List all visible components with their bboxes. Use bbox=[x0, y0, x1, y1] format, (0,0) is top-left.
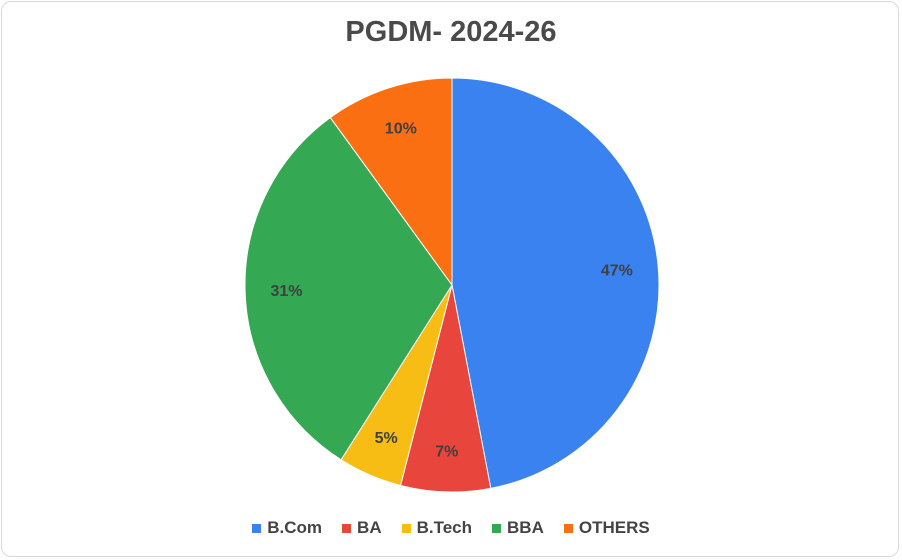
pie-slice-others bbox=[329, 77, 453, 287]
legend-item-ba: BA bbox=[342, 518, 382, 538]
legend-swatch bbox=[342, 523, 352, 533]
legend-label: BBA bbox=[507, 518, 544, 537]
legend-label: BA bbox=[357, 518, 382, 537]
data-label-b-tech: 5% bbox=[375, 430, 398, 447]
legend-item-b-com: B.Com bbox=[252, 518, 322, 538]
legend-label: OTHERS bbox=[578, 518, 650, 537]
legend-item-b-tech: B.Tech bbox=[401, 518, 473, 538]
data-label-ba: 7% bbox=[435, 444, 458, 461]
chart-legend: B.Com BA B.Tech BBA OTHERS bbox=[0, 518, 902, 538]
legend-swatch bbox=[563, 523, 573, 533]
legend-item-bba: BBA bbox=[492, 518, 544, 538]
legend-label: B.Com bbox=[267, 518, 323, 537]
data-label-b-com: 47% bbox=[601, 262, 633, 279]
legend-swatch bbox=[492, 523, 502, 533]
legend-swatch bbox=[401, 523, 411, 533]
legend-swatch bbox=[252, 523, 262, 533]
pie-slice-b-com bbox=[451, 77, 660, 489]
chart-title: PGDM- 2024-26 bbox=[345, 16, 557, 48]
legend-label: B.Tech bbox=[416, 518, 473, 537]
data-label-others: 10% bbox=[385, 121, 417, 138]
data-label-bba: 31% bbox=[270, 283, 302, 300]
pie-slice-bba bbox=[244, 116, 453, 461]
legend-item-others: OTHERS bbox=[563, 518, 650, 538]
